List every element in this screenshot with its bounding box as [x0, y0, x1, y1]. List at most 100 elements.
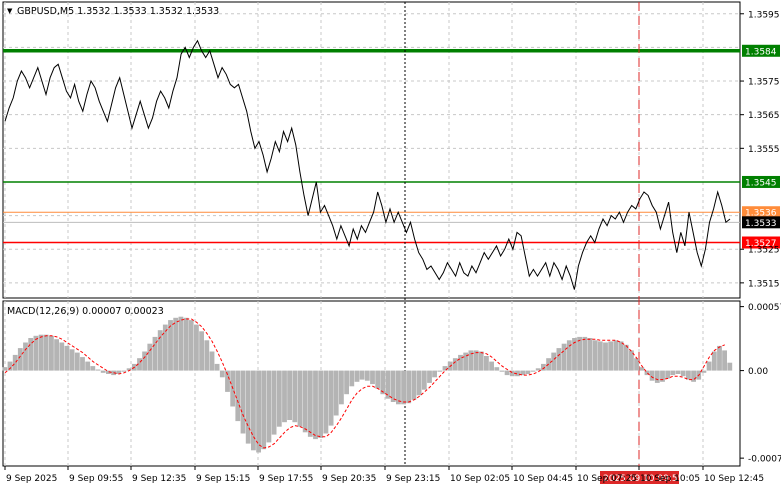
macd-bar: [354, 370, 360, 382]
macd-bar: [701, 370, 707, 373]
macd-bar: [90, 366, 96, 371]
macd-bar: [147, 343, 153, 371]
macd-bar: [608, 341, 614, 371]
macd-bar: [219, 370, 225, 378]
macd-bar: [188, 320, 194, 371]
macd-bar: [43, 334, 49, 371]
macd-bar: [302, 370, 308, 433]
level-badge: [742, 206, 780, 219]
chart-title: GBPUSD,M5 1.3532 1.3533 1.3532 1.3533: [17, 6, 219, 17]
x-tick-label: 9 Sep 20:35: [322, 474, 376, 484]
macd-bar: [116, 370, 122, 374]
macd-bar: [183, 317, 189, 371]
x-tick-label: 9 Sep 17:55: [259, 474, 313, 484]
macd-bar: [162, 324, 168, 371]
level-label: 1.3545: [745, 178, 777, 188]
vertical-markers: 2025.09.10 09:55: [404, 2, 683, 484]
macd-bar: [59, 342, 65, 371]
macd-bar: [297, 370, 303, 427]
macd-bar: [541, 363, 546, 371]
macd-bar: [85, 361, 91, 371]
macd-bar: [530, 370, 536, 372]
macd-bar: [561, 343, 567, 371]
macd-bar: [142, 351, 147, 371]
macd-bar: [385, 370, 391, 399]
macd-bar: [256, 370, 261, 453]
macd-bar: [520, 370, 526, 376]
macd-bar: [178, 316, 184, 371]
price-line: [4, 39, 731, 290]
macd-bar: [618, 341, 624, 371]
macd-bar: [225, 370, 230, 392]
macd-bar: [597, 341, 603, 371]
x-tick-label: 9 Sep 15:15: [196, 474, 250, 484]
macd-bar: [245, 370, 251, 444]
macd-bar: [390, 370, 396, 402]
macd-bar: [152, 336, 158, 371]
macd-bar: [603, 342, 608, 371]
macd-bar: [706, 361, 712, 371]
macd-bar: [49, 335, 54, 371]
chart-title-icon: ▼: [7, 7, 13, 15]
x-tick-label: 9 Sep 23:15: [386, 474, 440, 484]
time-cursor-label: 2025.09.10 09:55: [603, 474, 683, 484]
macd-bar: [572, 338, 577, 371]
level-label: 1.3536: [745, 209, 777, 219]
price-series: [4, 39, 731, 290]
macd-bar: [644, 370, 650, 376]
macd-bar: [478, 351, 484, 371]
macd-bar: [582, 336, 588, 371]
macd-bar: [364, 370, 370, 381]
time-axis: 9 Sep 2025 9 Sep 09:55 9 Sep 12:35 9 Sep 15…: [4, 466, 764, 484]
macd-bar: [23, 342, 28, 371]
macd-bar: [421, 370, 427, 390]
price-axis: 1.3595 1.3575 1.3565 1.3555 1.3525 1.3515 0.00…: [740, 10, 781, 465]
x-tick-label: 10 Sep 10:05: [640, 474, 700, 484]
macd-bar: [634, 358, 639, 371]
macd-bar: [416, 370, 422, 396]
macd-tick-label: -0.00078: [748, 455, 781, 465]
macd-bar: [463, 352, 469, 371]
macd-bar: [168, 320, 173, 371]
macd-bar: [292, 370, 298, 423]
macd-bar: [359, 370, 365, 380]
macd-bar: [499, 370, 505, 372]
macd-bar: [12, 354, 18, 371]
macd-bar: [587, 338, 593, 371]
macd-bar: [157, 330, 163, 371]
x-tick-label: 10 Sep 12:45: [704, 474, 764, 484]
x-tick-label: 9 Sep 09:55: [69, 474, 123, 484]
macd-bar: [551, 352, 557, 371]
macd-bar: [54, 339, 59, 371]
macd-bar: [240, 370, 246, 434]
macd-bar: [95, 369, 101, 371]
macd-bar: [100, 370, 106, 373]
macd-bar: [711, 351, 717, 371]
macd-bar: [214, 363, 220, 371]
current-price-label: 1.3533: [745, 219, 777, 229]
macd-bar: [680, 370, 686, 377]
main-pane-frame: [2, 1, 741, 299]
macd-bar: [654, 370, 660, 383]
macd-bar: [313, 370, 318, 440]
macd-bar: [74, 352, 80, 371]
macd-bar: [432, 370, 437, 378]
macd-bar: [437, 370, 443, 372]
macd-bar: [535, 368, 541, 371]
macd-label: MACD(12,26,9) 0.00007 0.00023: [7, 306, 164, 317]
level-badge: [742, 236, 780, 249]
macd-bar: [473, 350, 479, 371]
macd-bar: [266, 370, 272, 443]
macd-bar: [458, 354, 463, 371]
macd-bar: [406, 370, 412, 404]
macd-bar: [235, 370, 241, 422]
macd-bar: [509, 370, 515, 377]
macd-bar: [556, 348, 562, 371]
level-label: 1.3527: [745, 239, 777, 249]
macd-bar: [375, 370, 381, 389]
levels: 1.3584 1.3545 1.3536 1.3527 1.3533: [3, 44, 780, 249]
macd-bar: [380, 370, 386, 395]
macd-bar: [504, 370, 510, 376]
macd-bar: [660, 370, 665, 382]
